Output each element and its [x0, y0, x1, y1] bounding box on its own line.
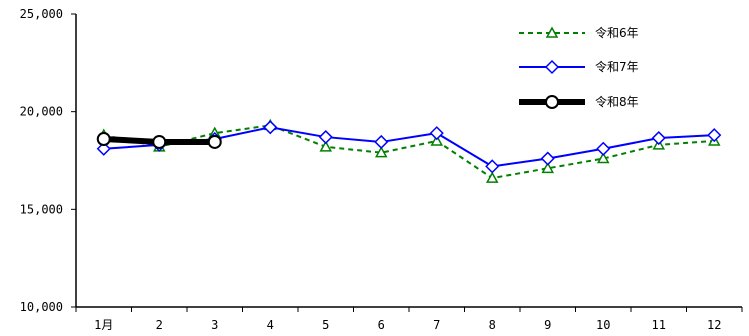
x-tick-label: 6 — [378, 318, 385, 332]
legend-label: 令和8年 — [595, 94, 639, 109]
data-point — [707, 128, 722, 143]
series-3 — [96, 132, 222, 149]
legend-marker — [544, 59, 560, 75]
data-point — [96, 141, 111, 156]
data-point — [430, 134, 444, 146]
legend-item: 令和6年 — [519, 25, 639, 40]
y-tick-label: 25,000 — [20, 7, 63, 21]
data-point — [485, 159, 500, 174]
data-point — [596, 141, 611, 156]
legend-item: 令和8年 — [519, 94, 639, 109]
legend-item: 令和7年 — [519, 59, 639, 75]
series-1 — [97, 118, 721, 183]
data-point — [96, 132, 111, 147]
x-tick-label: 2 — [156, 318, 163, 332]
chart-axes — [75, 14, 742, 308]
x-tick-label: 5 — [322, 318, 329, 332]
data-point — [263, 120, 278, 135]
x-tick-label: 4 — [267, 318, 274, 332]
data-point — [485, 171, 499, 183]
data-point — [540, 151, 555, 166]
data-point — [651, 130, 666, 146]
series-line — [103, 126, 715, 168]
x-tick-label: 8 — [489, 318, 496, 332]
series-layer — [96, 118, 722, 183]
x-axis-ticks: 1月 2 3 4 5 6 7 8 9 10 11 12 — [75, 307, 743, 332]
legend-marker — [545, 95, 559, 109]
y-axis-ticks: 10,000 15,000 20,000 25,000 — [20, 7, 76, 314]
data-point — [596, 152, 610, 164]
data-point — [207, 134, 222, 149]
series-line — [103, 124, 715, 180]
x-tick-label: 12 — [707, 318, 721, 332]
series-2 — [96, 120, 722, 174]
legend-label: 令和7年 — [595, 59, 639, 74]
legend-marker — [545, 26, 559, 38]
data-point — [318, 129, 333, 145]
legend-label: 令和6年 — [595, 25, 639, 40]
data-point — [429, 126, 444, 141]
y-tick-label: 20,000 — [20, 105, 63, 119]
data-point — [541, 161, 555, 174]
x-tick-label: 3 — [211, 318, 218, 332]
y-tick-label: 15,000 — [20, 202, 63, 216]
data-point — [374, 146, 388, 158]
data-point — [374, 134, 389, 150]
data-point — [319, 140, 333, 152]
x-tick-label: 11 — [652, 318, 666, 332]
x-tick-label: 10 — [596, 318, 610, 332]
x-tick-label: 9 — [544, 318, 551, 332]
x-tick-label: 1月 — [94, 318, 113, 332]
data-point — [152, 134, 167, 149]
x-tick-label: 7 — [433, 318, 440, 332]
y-tick-label: 10,000 — [20, 300, 63, 314]
